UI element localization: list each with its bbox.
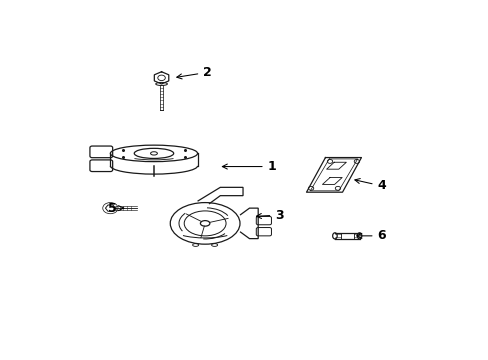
Text: 1: 1 xyxy=(222,160,276,173)
Text: 6: 6 xyxy=(356,229,386,242)
Text: 4: 4 xyxy=(354,179,386,193)
Text: 5: 5 xyxy=(108,202,123,215)
Text: 3: 3 xyxy=(256,208,284,221)
Text: 2: 2 xyxy=(177,66,212,79)
